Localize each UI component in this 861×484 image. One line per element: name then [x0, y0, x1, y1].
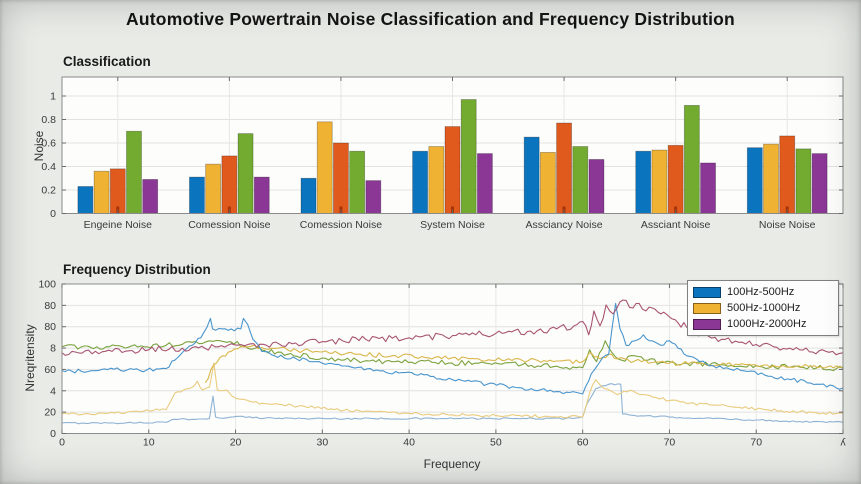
legend-swatch-icon — [693, 318, 721, 330]
tick-label: 0 — [50, 428, 56, 440]
tick-label: 20 — [230, 437, 242, 449]
bar — [412, 150, 429, 214]
tick-label: 0.6 — [41, 138, 56, 150]
legend-label: 500Hz-1000Hz — [727, 302, 801, 314]
tick-label: 0.4 — [41, 161, 56, 173]
bar — [205, 163, 222, 214]
bar — [189, 176, 205, 214]
category-label: Engeine Noise — [84, 219, 152, 231]
line-trace-blue — [61, 302, 844, 395]
bar — [93, 170, 110, 214]
bar — [700, 162, 716, 214]
tick-label: 80 — [44, 300, 56, 312]
bar — [349, 150, 366, 214]
category-label: Assciant Noise — [641, 219, 711, 231]
figure-title: Automotive Powertrain Noise Classificati… — [126, 9, 735, 29]
bar — [539, 151, 556, 214]
bar — [635, 150, 652, 214]
legend-item: 1000Hz-2000Hz — [693, 316, 833, 332]
bar — [667, 144, 684, 214]
tick-label: 30 — [316, 437, 328, 449]
tick-label: 60 — [577, 437, 589, 449]
category-label: System Noise — [420, 219, 485, 231]
bar — [316, 121, 333, 214]
tick-label: 70 — [750, 437, 762, 449]
bar — [588, 159, 605, 214]
line-trace-paleyellow — [61, 362, 844, 419]
category-label: Comession Noise — [300, 219, 382, 231]
bar — [746, 147, 763, 214]
tick-label: 70 — [664, 437, 676, 449]
bar — [77, 186, 94, 214]
bar — [253, 176, 270, 214]
bar — [365, 180, 382, 214]
bar — [333, 142, 349, 214]
tick-label: ʎ — [840, 437, 846, 449]
tick-label: 4 — [50, 385, 56, 397]
tick-label: 1 — [50, 91, 56, 103]
bar — [779, 135, 796, 214]
category-label: Comession Noise — [188, 219, 270, 231]
bar — [572, 146, 589, 214]
frequency-xlabel: Frequency — [423, 457, 481, 471]
bar — [795, 148, 812, 214]
bar — [811, 153, 828, 214]
bar — [428, 146, 445, 214]
bar — [763, 143, 779, 214]
legend-swatch-icon — [693, 302, 721, 314]
category-label: Assciancy Noise — [526, 219, 603, 231]
bar — [221, 155, 238, 214]
tick-label: 40 — [403, 437, 415, 449]
bar — [683, 105, 700, 214]
bar — [476, 153, 493, 214]
classification-title: Classification — [63, 54, 151, 69]
line-trace-lightblue — [61, 383, 844, 425]
bar — [237, 133, 254, 214]
tick-label: 0.2 — [41, 185, 56, 197]
tick-label: 50 — [490, 437, 502, 449]
legend-swatch-icon — [693, 286, 721, 298]
legend-label: 100Hz-500Hz — [727, 286, 795, 298]
legend: 100Hz-500Hz 500Hz-1000Hz 1000Hz-2000Hz — [687, 280, 839, 336]
tick-label: 0.8 — [41, 114, 56, 126]
tick-label: 100 — [38, 279, 56, 291]
tick-label: 80 — [44, 321, 56, 333]
legend-label: 1000Hz-2000Hz — [727, 318, 807, 330]
axes-frame — [61, 283, 844, 434]
bar — [142, 179, 159, 214]
bar — [556, 122, 572, 214]
bar — [444, 126, 461, 214]
legend-item: 100Hz-500Hz — [693, 284, 833, 300]
tick-label: 60 — [44, 364, 56, 376]
bar — [523, 136, 540, 214]
bar — [126, 130, 142, 214]
line-trace-khaki — [204, 344, 844, 384]
tick-label: 0 — [50, 208, 56, 220]
legend-item: 500Hz-1000Hz — [693, 300, 833, 316]
bar — [300, 177, 317, 214]
tick-label: 20 — [44, 407, 56, 419]
tick-label: 0 — [59, 437, 65, 449]
tick-label: 8 — [50, 343, 56, 355]
line-trace-maroon — [61, 299, 844, 356]
frequency-title: Frequency Distribution — [63, 262, 211, 277]
bar — [460, 99, 477, 214]
bar — [651, 149, 668, 214]
tick-label: 10 — [143, 437, 155, 449]
category-label: Noise Noise — [759, 219, 816, 231]
line-trace-green — [61, 339, 844, 372]
